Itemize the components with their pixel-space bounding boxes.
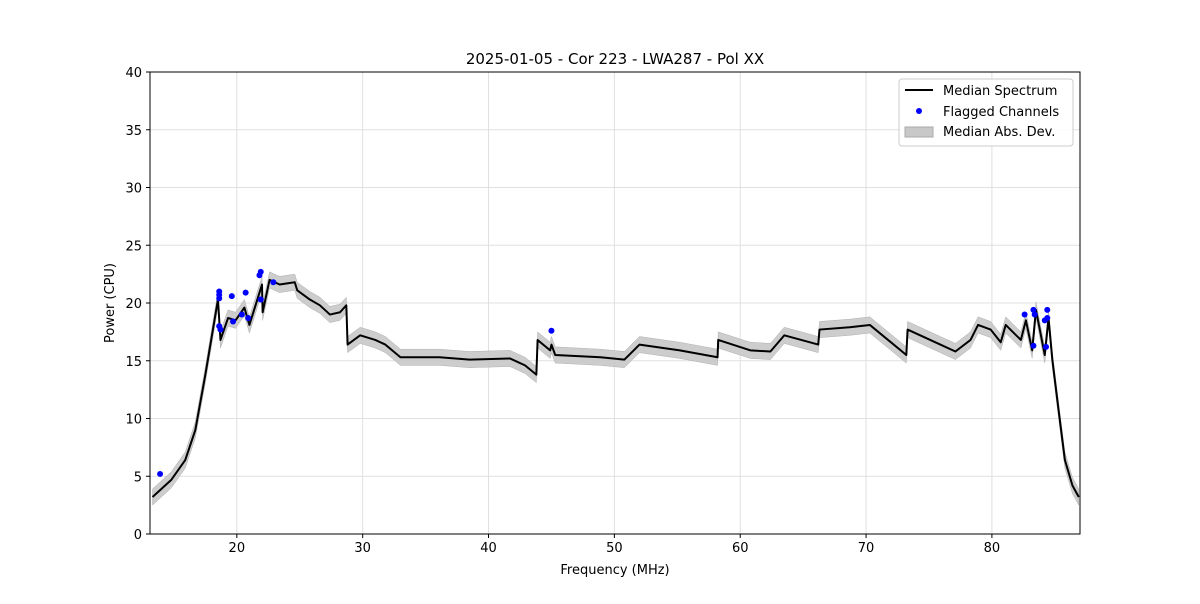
x-tick-label: 20 <box>229 541 246 556</box>
flagged-channel-point <box>1044 306 1051 313</box>
y-tick-label: 5 <box>134 470 142 485</box>
flagged-channel-point <box>228 293 235 300</box>
flagged-points-group <box>157 268 1051 477</box>
flagged-channel-point <box>242 289 249 296</box>
y-tick-label: 25 <box>125 239 142 254</box>
flagged-channel-point <box>1044 315 1051 322</box>
y-tick-label: 15 <box>125 355 142 370</box>
mad-band-group <box>152 271 1079 506</box>
ticks: 20 30 40 50 60 70 80 0 5 10 15 20 25 30 35 40 <box>125 66 1000 556</box>
flagged-channel-point <box>257 296 264 303</box>
flagged-channel-point <box>1030 342 1037 349</box>
x-tick-label: 50 <box>606 541 623 556</box>
legend-band-icon <box>904 126 934 138</box>
y-tick-label: 0 <box>134 528 142 543</box>
y-tick-label: 10 <box>125 413 142 428</box>
flagged-channel-point <box>1030 306 1037 313</box>
median-line-group <box>151 278 1080 498</box>
x-tick-label: 70 <box>858 541 875 556</box>
legend-box <box>898 78 1074 147</box>
y-tick-label: 35 <box>125 124 142 139</box>
flagged-channel-point <box>270 279 277 286</box>
chart-title: 2025-01-05 - Cor 223 - LWA287 - Pol XX <box>466 50 764 68</box>
legend-flagged: Flagged Channels <box>943 105 1059 120</box>
x-axis-label: Frequency (MHz) <box>560 563 669 578</box>
flagged-channel-point <box>238 311 245 318</box>
x-tick-label: 30 <box>354 541 371 556</box>
flagged-channel-point <box>216 323 223 330</box>
y-tick-label: 30 <box>125 182 142 197</box>
y-tick-label: 20 <box>125 297 142 312</box>
flagged-channel-point <box>230 318 237 325</box>
flagged-channel-point <box>257 268 264 275</box>
y-tick-label: 40 <box>125 66 142 81</box>
flagged-channel-point <box>1031 311 1038 318</box>
legend: Median Spectrum Flagged Channels Median … <box>898 78 1074 147</box>
y-axis-label: Power (CPU) <box>103 263 118 343</box>
x-tick-label: 40 <box>480 541 497 556</box>
flagged-channel-point <box>548 327 555 334</box>
flagged-channel-point <box>1021 311 1028 318</box>
flagged-channel-point <box>245 315 252 322</box>
median-spectrum-line <box>151 278 1080 498</box>
flagged-channel-point <box>216 295 223 302</box>
flagged-channel-point <box>157 470 164 477</box>
legend-dot-icon <box>916 108 922 114</box>
x-tick-label: 60 <box>732 541 749 556</box>
mad-band <box>152 271 1079 506</box>
legend-mad: Median Abs. Dev. <box>943 125 1055 140</box>
flagged-channel-point <box>1043 343 1050 350</box>
flagged-channel-point <box>216 288 223 295</box>
x-tick-label: 80 <box>984 541 1001 556</box>
legend-median: Median Spectrum <box>943 84 1057 99</box>
